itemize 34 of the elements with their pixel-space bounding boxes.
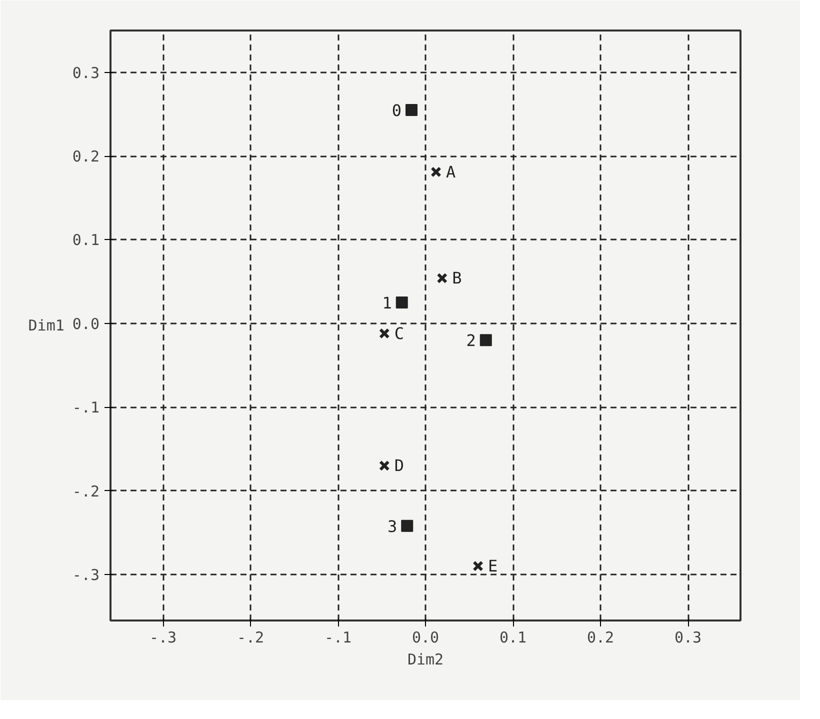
point: [378, 460, 390, 472]
point: [378, 328, 390, 339]
point: [406, 104, 418, 116]
x-tick-label: 0.1: [499, 628, 527, 646]
annotation: C: [394, 324, 404, 343]
point: [430, 166, 442, 178]
y-tick-label: 0.0: [72, 314, 100, 333]
x-tick-label: 0.0: [412, 628, 440, 646]
annotation: D: [394, 456, 404, 476]
x-tick-label: 0.3: [674, 628, 702, 646]
point: [472, 560, 484, 572]
point: [396, 296, 408, 308]
y-tick-label: 0.3: [72, 64, 100, 82]
annotation: B: [452, 268, 462, 288]
y-tick-label: -.2: [72, 482, 100, 500]
annotation: E: [488, 556, 498, 576]
y-tick-label: -.1: [72, 398, 100, 417]
x-tick-label: -.1: [324, 628, 352, 646]
x-tick-label: 0.2: [586, 628, 614, 646]
y-tick-label: 0.1: [72, 231, 100, 250]
y-tick-label: 0.2: [72, 148, 100, 166]
x-axis-title: Dim2: [407, 650, 444, 668]
annotation: 0: [392, 101, 402, 120]
annotation: 1: [382, 293, 392, 312]
point: [480, 334, 492, 346]
y-axis-title: Dim1: [28, 316, 64, 334]
x-tick-label: -.3: [149, 628, 177, 646]
point: [436, 272, 448, 284]
annotation: 3: [387, 516, 398, 536]
annotation: 2: [466, 331, 476, 350]
point: [401, 520, 414, 532]
y-tick-label: -.3: [72, 566, 100, 584]
x-tick-label: -.2: [236, 628, 264, 646]
annotation: A: [446, 162, 456, 182]
